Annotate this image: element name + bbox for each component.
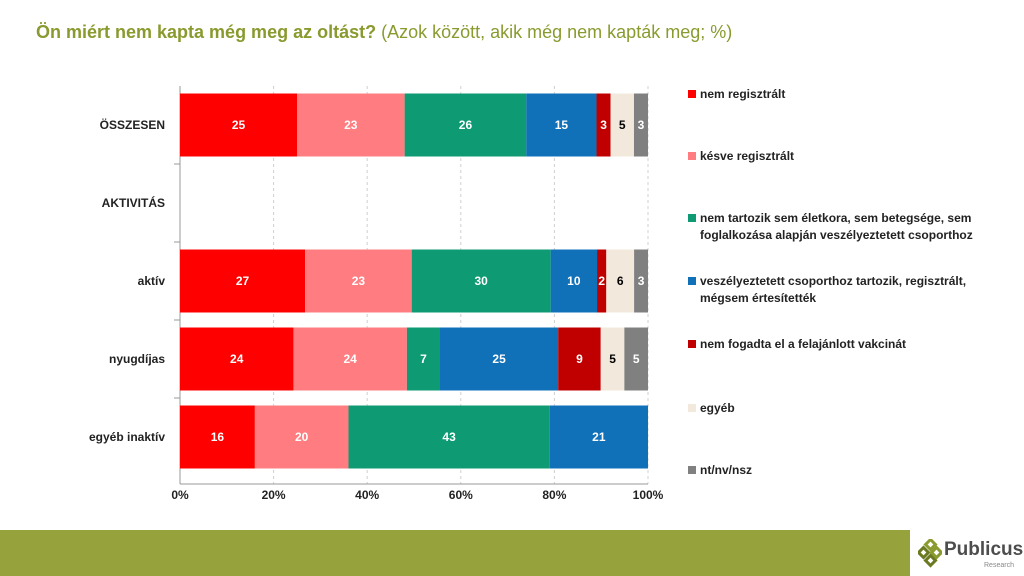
publicus-logo: Publicus Research <box>918 537 1024 573</box>
data-label: 24 <box>230 352 244 366</box>
legend-label: nt/nv/nsz <box>700 463 753 477</box>
legend-item: nem fogadta el a felajánlott vakcinát <box>688 336 978 353</box>
data-label: 3 <box>638 118 645 132</box>
title-subtitle: (Azok között, akik még nem kapták meg; %… <box>376 22 733 42</box>
data-label: 15 <box>555 118 569 132</box>
data-label: 16 <box>211 430 225 444</box>
legend-swatch <box>688 214 696 222</box>
logo-sub: Research <box>984 562 1014 569</box>
data-label: 20 <box>295 430 309 444</box>
x-tick-label: 20% <box>262 488 286 502</box>
data-label: 25 <box>492 352 506 366</box>
bar-segment <box>610 93 634 157</box>
data-label: 6 <box>617 274 624 288</box>
bar-segment <box>348 405 550 469</box>
legend-swatch <box>688 404 696 412</box>
legend-item: nem regisztrált <box>688 86 978 103</box>
bar-segment <box>550 249 598 313</box>
bar-segment <box>404 93 527 157</box>
legend-swatch <box>688 90 696 98</box>
legend-item: késve regisztrált <box>688 148 978 165</box>
bar-segment <box>406 327 440 391</box>
data-label: 24 <box>344 352 358 366</box>
chart-title: Ön miért nem kapta még meg az oltást? (A… <box>36 22 732 43</box>
legend-label: egyéb <box>700 401 735 415</box>
legend-item: nem tartozik sem életkora, sem betegsége… <box>688 210 978 244</box>
data-label: 30 <box>475 274 489 288</box>
stacked-bar-chart: 0% 20% 40% 60% 80% 100%ÖSSZESEN 25 23 26 15 3 5 3AKT… <box>89 86 664 502</box>
legend-label: nem fogadta el a felajánlott vakcinát <box>700 337 907 351</box>
bar-segment <box>293 327 407 391</box>
bar-segment <box>180 93 297 157</box>
category-label: ÖSSZESEN <box>100 117 165 132</box>
data-label: 5 <box>633 352 640 366</box>
logo-diamonds-icon <box>918 539 942 568</box>
data-label: 23 <box>352 274 366 288</box>
bar-segment <box>597 249 607 313</box>
bar-segment <box>596 93 611 157</box>
bar-segment <box>180 405 255 469</box>
legend-item: veszélyeztetett csoporthoz tartozik, reg… <box>688 273 978 307</box>
legend-swatch <box>688 152 696 160</box>
logo-name: Publicus <box>944 539 1024 560</box>
data-label: 27 <box>236 274 250 288</box>
data-label: 9 <box>576 352 583 366</box>
data-label: 25 <box>232 118 246 132</box>
bar-segment <box>549 405 648 469</box>
data-label: 5 <box>609 352 616 366</box>
category-label: AKTIVITÁS <box>102 195 165 210</box>
bar-segment <box>600 327 625 391</box>
legend-label: veszélyeztetett csoporthoz tartozik, reg… <box>700 274 967 305</box>
data-label: 43 <box>442 430 456 444</box>
bar-segment <box>180 249 306 313</box>
bar-segment <box>180 327 294 391</box>
data-label: 23 <box>344 118 358 132</box>
legend-item: nt/nv/nsz <box>688 462 978 479</box>
legend-label: nem tartozik sem életkora, sem betegsége… <box>700 211 973 242</box>
title-question: Ön miért nem kapta még meg az oltást? <box>36 22 377 42</box>
x-tick-label: 80% <box>542 488 566 502</box>
data-label: 10 <box>567 274 581 288</box>
category-label: aktív <box>138 274 166 288</box>
data-label: 2 <box>598 274 605 288</box>
legend-item: egyéb <box>688 400 978 417</box>
data-label: 3 <box>638 274 645 288</box>
category-label: nyugdíjas <box>109 352 165 366</box>
bar-segment <box>305 249 412 313</box>
footer-bar <box>0 530 910 576</box>
x-tick-label: 40% <box>355 488 379 502</box>
legend-label: nem regisztrált <box>700 87 786 101</box>
data-label: 5 <box>619 118 626 132</box>
category-label: egyéb inaktív <box>89 430 165 444</box>
bar-segment <box>558 327 601 391</box>
bar-segment <box>624 327 648 391</box>
legend-swatch <box>688 466 696 474</box>
data-label: 7 <box>420 352 427 366</box>
data-label: 21 <box>592 430 606 444</box>
bar-segment <box>254 405 349 469</box>
legend-swatch <box>688 340 696 348</box>
bar-segment <box>633 93 648 157</box>
data-label: 3 <box>600 118 607 132</box>
bar-segment <box>526 93 597 157</box>
legend-swatch <box>688 277 696 285</box>
bar-segment <box>606 249 635 313</box>
legend-label: késve regisztrált <box>700 149 795 163</box>
bar-segment <box>634 249 648 313</box>
bar-segment <box>411 249 551 313</box>
bar-segment <box>440 327 559 391</box>
x-tick-label: 60% <box>449 488 473 502</box>
x-tick-label: 0% <box>171 488 189 502</box>
data-label: 26 <box>459 118 473 132</box>
bar-segment <box>297 93 405 157</box>
x-tick-label: 100% <box>633 488 664 502</box>
